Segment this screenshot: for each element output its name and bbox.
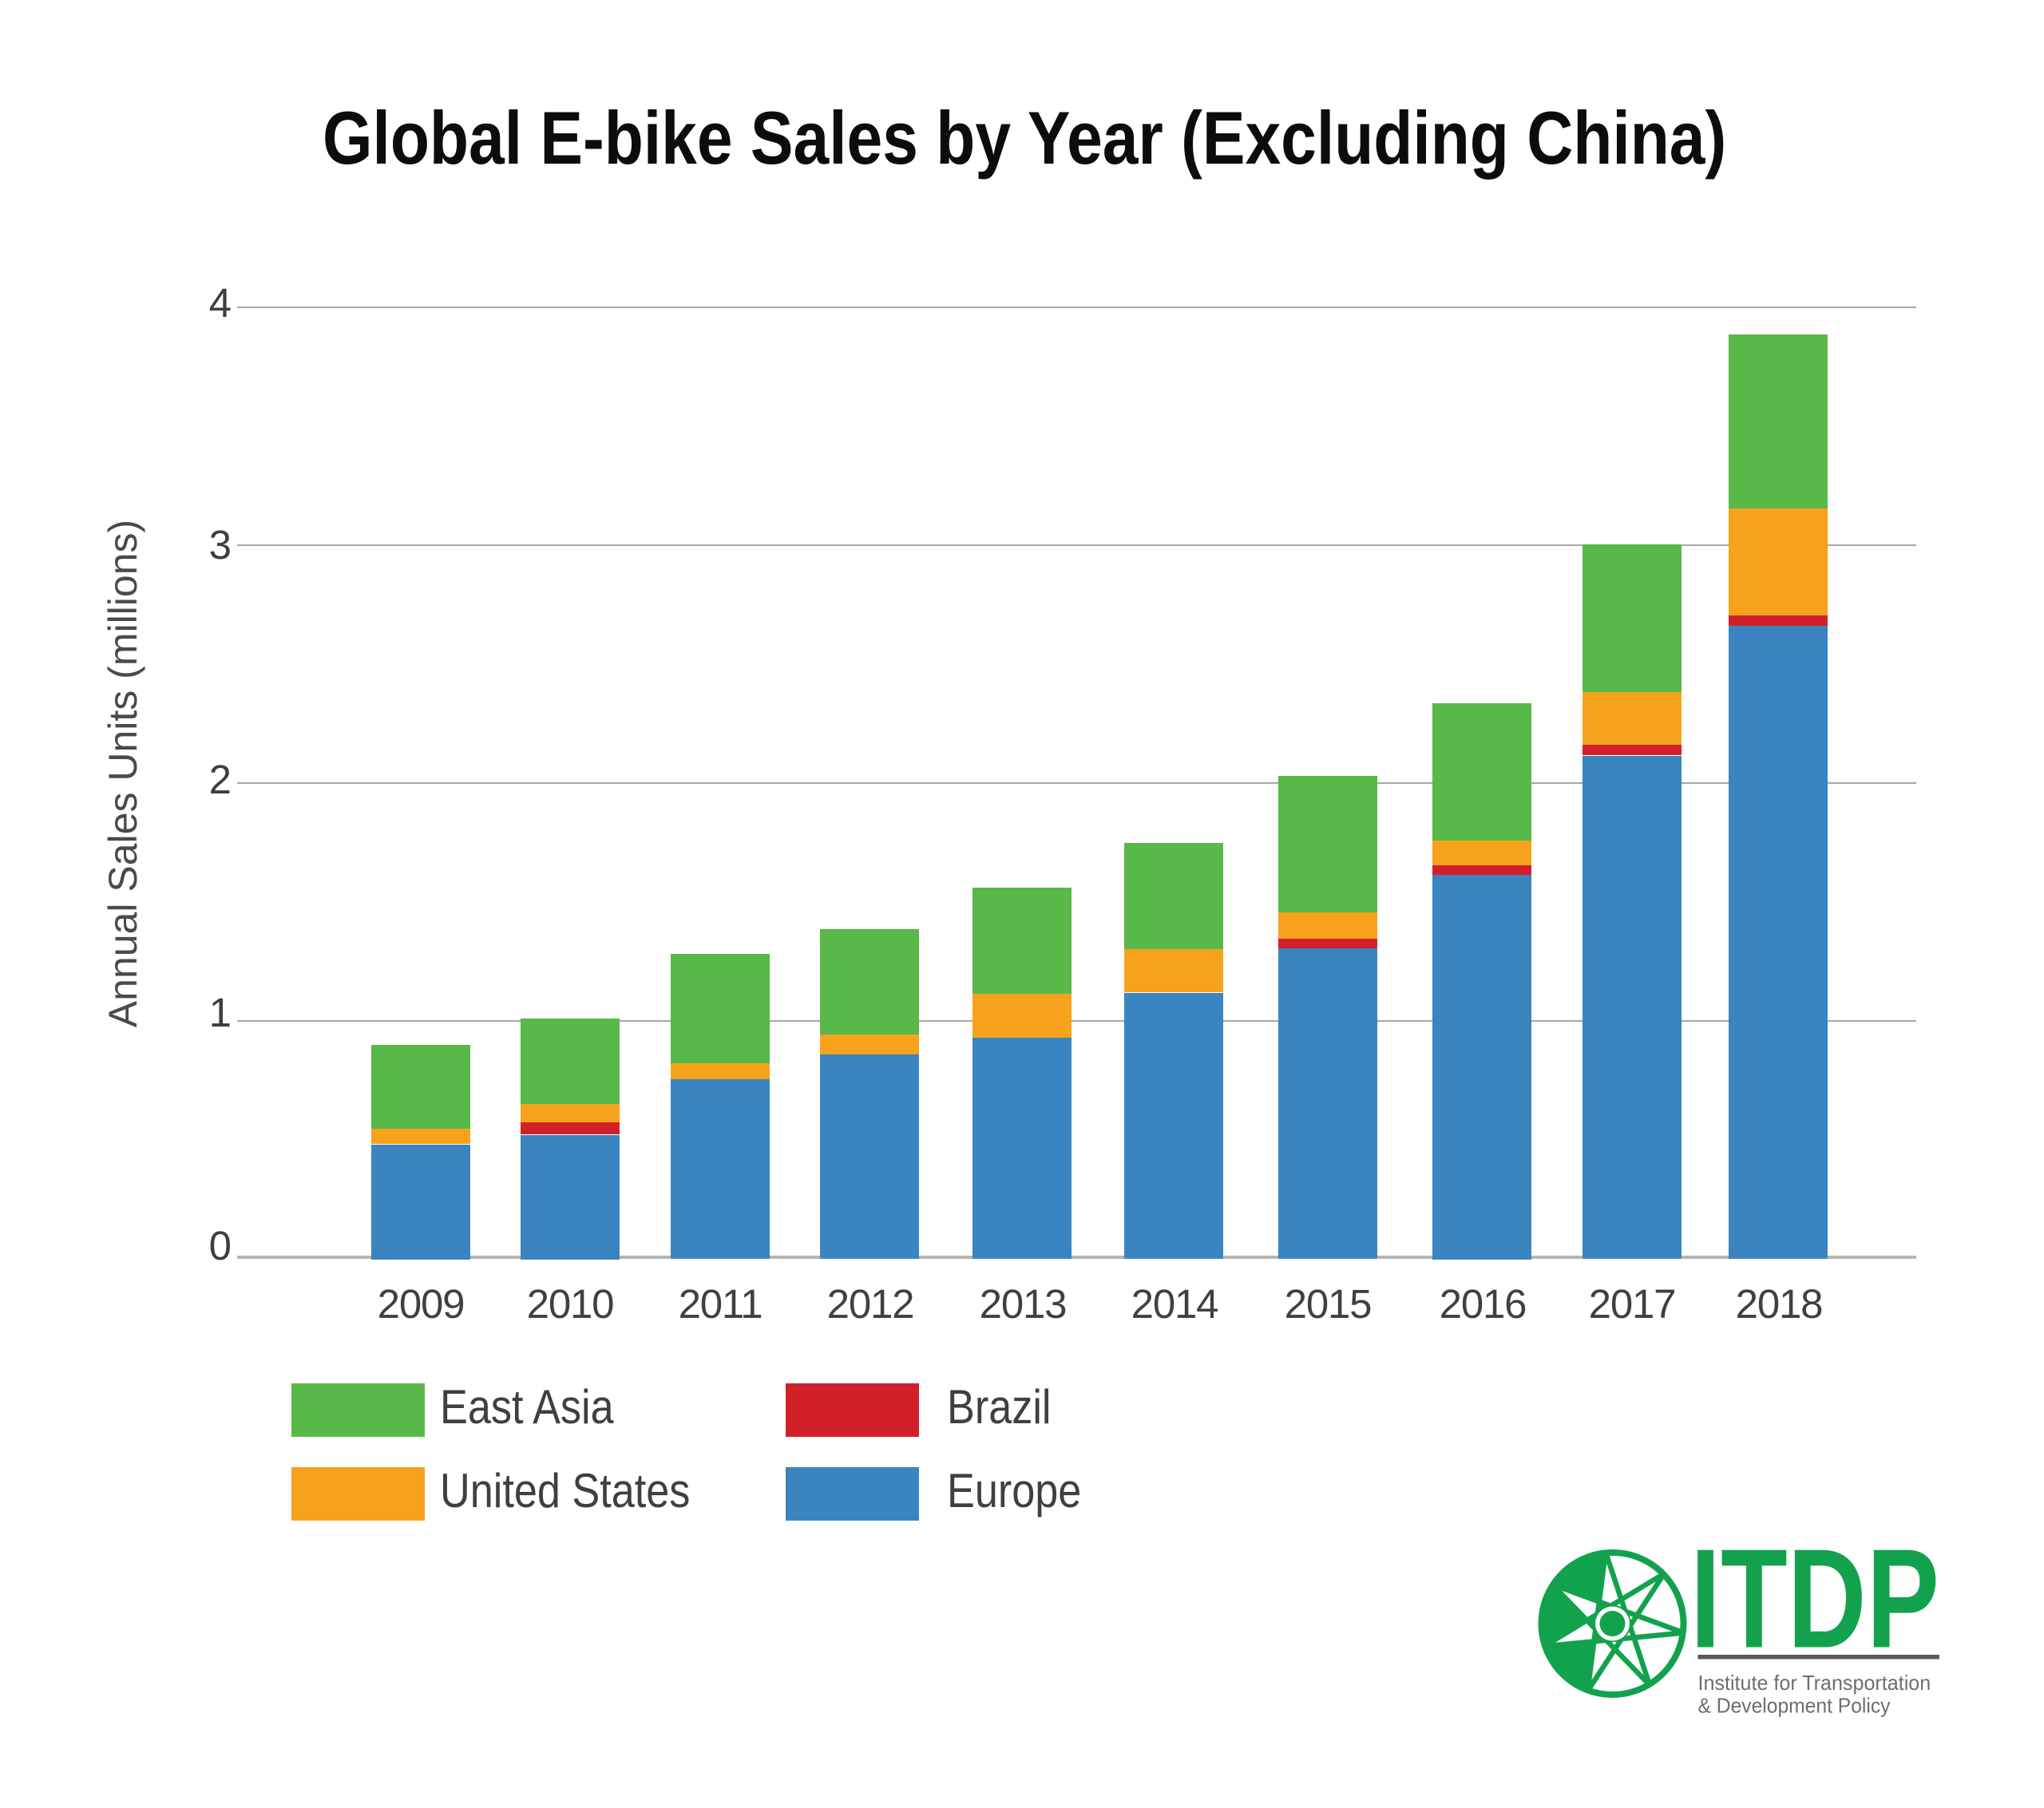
svg-text:Institute for Transportation: Institute for Transportation xyxy=(1698,1671,1931,1695)
svg-text:& Development Policy: & Development Policy xyxy=(1698,1693,1891,1717)
